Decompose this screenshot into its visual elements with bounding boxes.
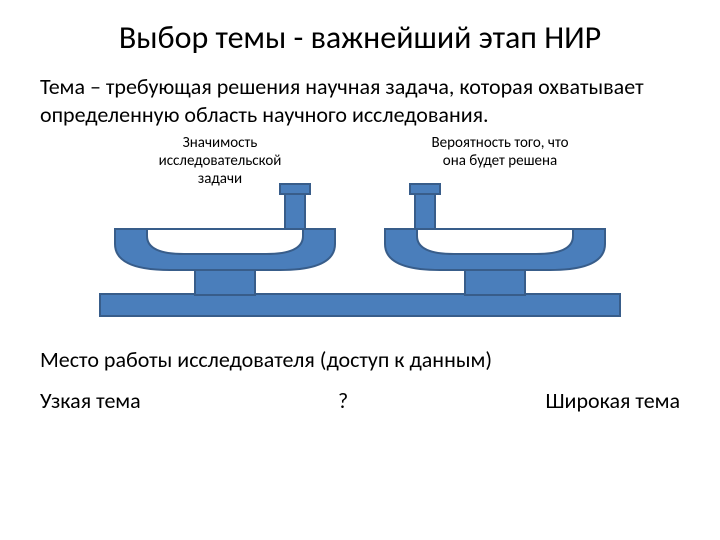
narrow-topic-label: Узкая тема [40,387,141,414]
scale-graphic [80,174,640,324]
wide-topic-label: Широкая тема [545,387,680,414]
footer-line-1: Место работы исследователя (доступ к дан… [40,346,680,373]
question-mark: ? [338,387,348,414]
body-paragraph: Тема – требующая решения научная задача,… [40,73,680,128]
slide-title: Выбор темы - важнейший этап НИР [40,18,680,57]
balance-scale-diagram: Значимость исследовательской задачи Веро… [80,134,640,324]
balance-scale-icon [80,174,640,324]
footer-line-2: Узкая тема ? Широкая тема [40,387,680,414]
slide: Выбор темы - важнейший этап НИР Тема – т… [0,0,720,540]
scale-right-label: Вероятность того, что она будет решена [420,134,580,170]
